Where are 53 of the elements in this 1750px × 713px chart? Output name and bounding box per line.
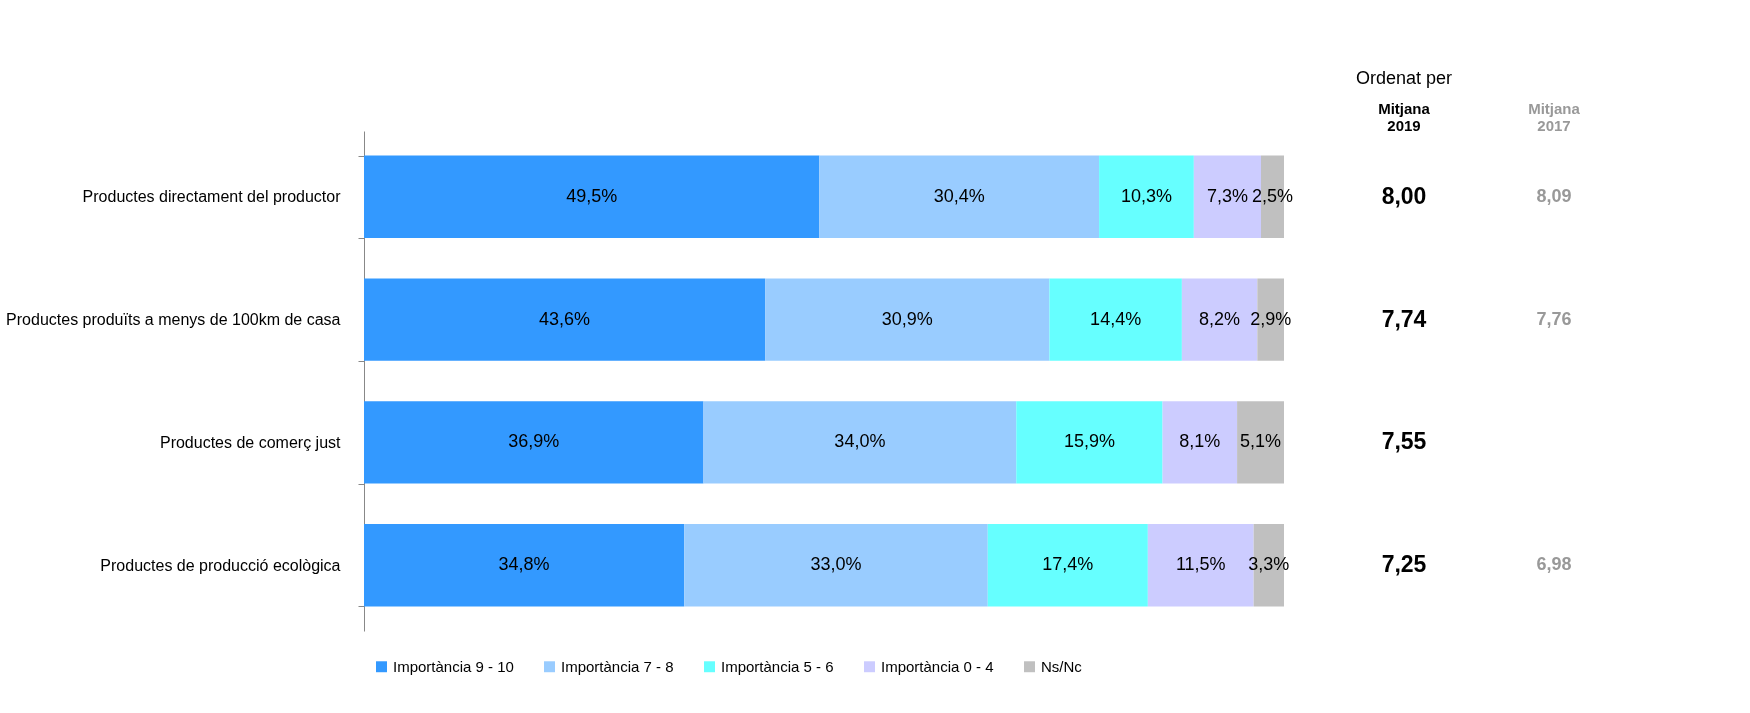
bar	[684, 524, 988, 607]
y-tick-label: Productes de producció ecològica	[100, 556, 341, 574]
data-label: 30,4%	[933, 185, 985, 206]
bar	[1099, 155, 1194, 238]
data-label: 49,5%	[566, 185, 618, 206]
text: 7,76	[1536, 308, 1572, 329]
legend-label: Importància 7 - 8	[561, 657, 674, 675]
bar	[987, 524, 1148, 607]
legend-label: Importància 0 - 4	[881, 657, 994, 675]
text: Mitjana 2019	[1378, 100, 1431, 134]
bar	[1162, 401, 1238, 484]
bar	[1049, 278, 1182, 361]
text: 8,00	[1381, 182, 1427, 209]
data-label: 5,1%	[1240, 431, 1282, 452]
text: 7,25	[1381, 551, 1427, 578]
y-tick-label: Productes de comerç just	[159, 433, 342, 451]
data-label: 8,2%	[1199, 308, 1241, 329]
text: Ordenat per	[1355, 68, 1453, 88]
y-tick-label: Productes directament del productor	[82, 188, 342, 206]
bar	[1237, 401, 1284, 484]
data-label: 2,5%	[1251, 185, 1294, 206]
text: Mitjana 2017	[1528, 100, 1581, 134]
legend-label: Importància 5 - 6	[721, 657, 834, 675]
bar	[364, 155, 820, 238]
data-label: 7,3%	[1206, 185, 1248, 206]
data-label: 33,0%	[810, 554, 862, 575]
text: 8,09	[1536, 185, 1572, 206]
data-label: 36,9%	[508, 431, 560, 452]
data-label: 15,9%	[1063, 431, 1115, 452]
bar	[819, 155, 1100, 238]
bar	[364, 401, 704, 484]
data-label: 10,3%	[1120, 185, 1172, 206]
data-label: 8,1%	[1179, 431, 1221, 452]
y-tick-label: Productes produïts a menys de 100km de casa	[6, 311, 341, 329]
data-label: 14,4%	[1090, 308, 1142, 329]
data-label: 3,3%	[1248, 554, 1290, 575]
data-label: 11,5%	[1175, 554, 1226, 575]
bar	[364, 524, 685, 607]
data-label: 34,0%	[834, 431, 886, 452]
bar	[1016, 401, 1163, 484]
data-label: 43,6%	[539, 308, 591, 329]
text: 7,55	[1381, 428, 1427, 455]
legend-label: Importància 9 - 10	[393, 657, 514, 675]
data-label: 17,4%	[1042, 554, 1094, 575]
data-label: 2,9%	[1250, 308, 1292, 329]
bar	[364, 278, 766, 361]
text: 6,98	[1536, 554, 1572, 575]
legend-label: Ns/Nc	[1041, 657, 1083, 675]
text: 7,74	[1381, 305, 1427, 332]
data-label: 34,8%	[498, 554, 550, 575]
data-label: 30,9%	[881, 308, 933, 329]
bar	[703, 401, 1017, 484]
bar	[765, 278, 1050, 361]
